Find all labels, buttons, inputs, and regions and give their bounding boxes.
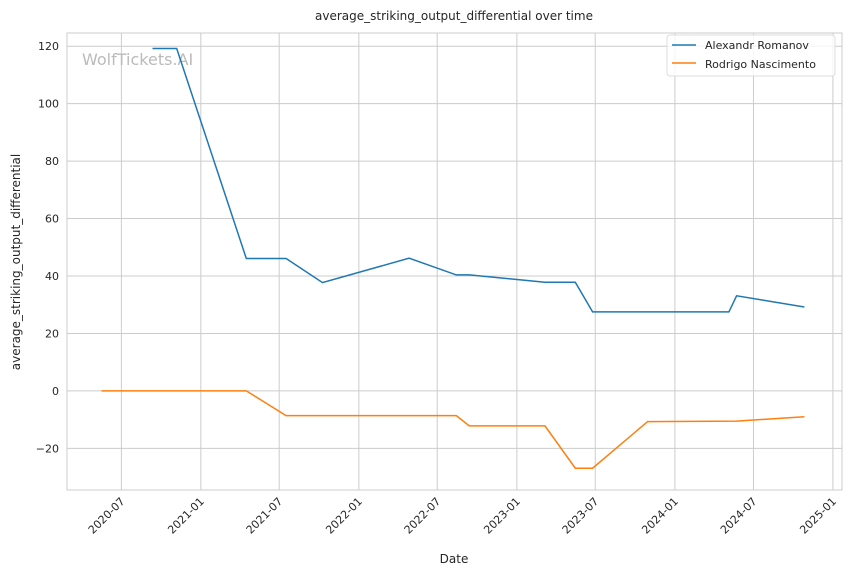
legend-label-romanov: Alexandr Romanov	[705, 39, 809, 52]
legend: Alexandr Romanov Rodrigo Nascimento	[666, 34, 836, 77]
y-tick-label: 0	[52, 385, 59, 398]
x-axis-label: Date	[440, 552, 469, 566]
y-axis-label: average_striking_output_differential	[9, 154, 23, 370]
series-line-rodrigo-nascimento	[101, 390, 805, 469]
x-tick-label: 2024-07	[718, 495, 760, 537]
y-tick-label: −20	[36, 442, 59, 455]
y-tick-label: 60	[45, 213, 59, 226]
x-tick-label: 2025-01	[797, 495, 839, 537]
chart-title: average_striking_output_differential ove…	[315, 9, 593, 23]
watermark: WolfTickets.AI	[82, 50, 193, 69]
x-tick-label: 2021-07	[244, 495, 286, 537]
x-tick-label: 2022-01	[323, 495, 365, 537]
y-tick-label: 20	[45, 327, 59, 340]
x-tick-label: 2024-01	[639, 495, 681, 537]
x-tick-label: 2022-07	[402, 495, 444, 537]
y-tick-label: 40	[45, 270, 59, 283]
x-tick-label: 2023-07	[560, 495, 602, 537]
y-tick-label: 120	[38, 40, 59, 53]
y-tick-label: 100	[38, 98, 59, 111]
x-tick-label: 2023-01	[481, 495, 523, 537]
series-line-alexandr-romanov	[152, 47, 805, 313]
legend-label-nascimento: Rodrigo Nascimento	[705, 58, 816, 71]
plot-area-frame	[66, 32, 843, 491]
x-tick-label: 2021-01	[165, 495, 207, 537]
x-tick-label: 2020-07	[86, 495, 128, 537]
y-tick-label: 80	[45, 155, 59, 168]
